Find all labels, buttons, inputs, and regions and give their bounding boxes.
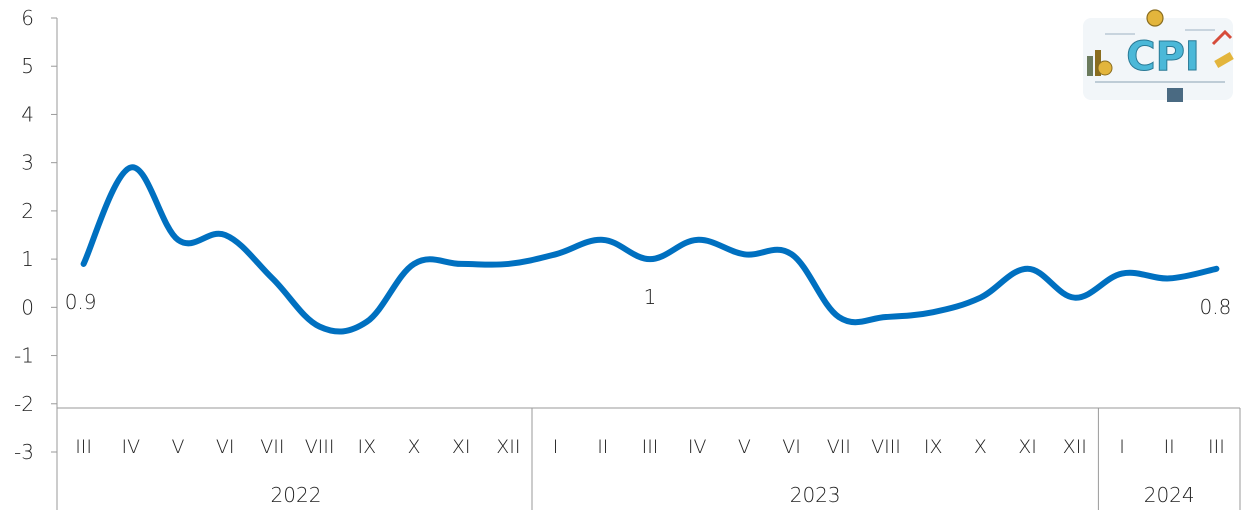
data-label: 0.9: [65, 290, 97, 314]
x-tick-label: VIII: [305, 436, 335, 458]
data-labels: 0.9 1 0.8: [65, 285, 1232, 319]
y-tick-label: 5: [21, 54, 34, 78]
cpi-logo-icon: CPI: [1075, 4, 1245, 108]
x-tick-label: I: [1119, 436, 1125, 458]
x-tick-label: III: [642, 436, 659, 458]
x-axis-year-groups: 2022 2023 2024: [271, 408, 1241, 510]
series-line: [80, 164, 1220, 335]
x-tick-label: XI: [452, 436, 471, 458]
x-tick-label: I: [553, 436, 559, 458]
x-tick-label: X: [974, 436, 987, 458]
y-tick-label: 3: [21, 151, 34, 175]
x-tick-label: X: [407, 436, 420, 458]
y-tick-label: 2: [21, 199, 34, 223]
x-tick-label: IV: [688, 436, 707, 458]
x-tick-label: XII: [496, 436, 520, 458]
data-label: 0.8: [1199, 295, 1231, 319]
y-tick-label: 1: [21, 247, 34, 271]
y-tick-label: -1: [14, 344, 34, 368]
x-tick-label: XII: [1063, 436, 1087, 458]
x-tick-label: VIII: [871, 436, 901, 458]
x-tick-label: IX: [357, 436, 376, 458]
x-axis-categories: III IV V VI VII VIII IX X XI XII I II III IV V VI VII VII…: [75, 436, 1225, 458]
x-tick-label: V: [172, 436, 185, 458]
x-tick-label: III: [1208, 436, 1225, 458]
x-tick-label: VII: [827, 436, 851, 458]
x-tick-label: IV: [121, 436, 140, 458]
x-tick-label: II: [1164, 436, 1175, 458]
x-tick-label: VI: [782, 436, 801, 458]
x-group-label: 2022: [271, 483, 322, 507]
chart-axes: [56, 18, 1240, 510]
y-tick-label: 4: [21, 102, 34, 126]
y-tick-label: -3: [14, 440, 34, 464]
x-tick-label: II: [597, 436, 608, 458]
x-tick-label: III: [75, 436, 92, 458]
x-tick-label: V: [738, 436, 751, 458]
series-lines: [80, 164, 1220, 335]
cpi-logo-text: CPI: [1126, 34, 1200, 80]
x-tick-label: IX: [924, 436, 943, 458]
x-tick-label: XI: [1018, 436, 1037, 458]
y-tick-label: -2: [14, 392, 34, 416]
x-group-label: 2024: [1144, 483, 1195, 507]
x-tick-label: VI: [216, 436, 235, 458]
y-tick-label: 6: [21, 6, 34, 30]
x-group-label: 2023: [790, 483, 841, 507]
y-axis-ticks: -3 -2 -1 0 1 2 3 4 5 6: [14, 6, 57, 464]
y-tick-label: 0: [21, 295, 34, 319]
data-label: 1: [644, 285, 657, 309]
x-tick-label: VII: [260, 436, 284, 458]
